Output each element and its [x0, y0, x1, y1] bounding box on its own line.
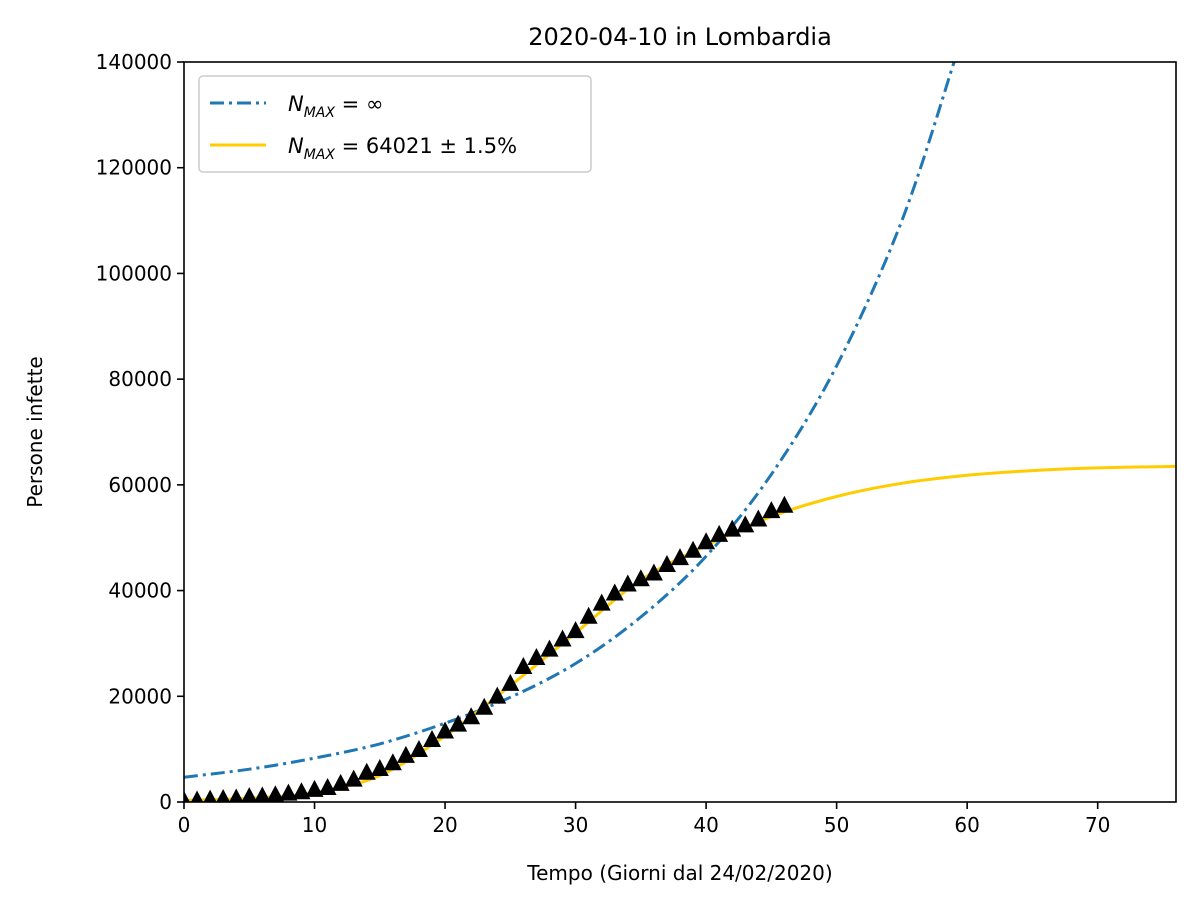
data-point-triangle	[396, 745, 415, 763]
data-point-triangle	[190, 790, 204, 802]
data-point-triangle	[631, 569, 650, 587]
x-tick-label: 50	[824, 813, 849, 837]
x-tick-label: 70	[1085, 813, 1110, 837]
data-point-triangle	[279, 783, 298, 801]
data-point-triangle	[254, 786, 271, 802]
y-tick-label: 0	[159, 790, 172, 814]
data-point-triangle	[184, 790, 190, 802]
data-point-triangle	[749, 509, 768, 527]
data-point-triangle	[710, 524, 729, 542]
x-tick-label: 10	[302, 813, 327, 837]
y-tick-label: 20000	[108, 684, 172, 708]
x-tick-label: 0	[178, 813, 191, 837]
data-point-triangle	[423, 729, 441, 747]
data-point-triangle	[344, 769, 363, 787]
plot-area	[184, 62, 1176, 802]
data-point-triangle	[697, 532, 716, 550]
data-point-triangle	[540, 639, 559, 657]
y-tick-label: 60000	[108, 473, 172, 497]
data-point-triangle	[657, 555, 676, 572]
y-tick-label: 140000	[96, 50, 172, 74]
data-point-triangle	[579, 606, 598, 624]
y-axis-label: Persone infette	[23, 356, 47, 507]
axes-frame	[183, 61, 1177, 803]
data-point-triangle	[305, 779, 324, 797]
data-point-triangle	[775, 495, 794, 513]
data-point-triangle	[449, 714, 468, 732]
data-point-triangle	[383, 753, 402, 771]
data-point-triangle	[241, 787, 258, 802]
axes: 0 10 20 30 40 50 60 70 0 20000 40000 60000 80000 1000…	[96, 50, 1177, 837]
x-tick-label: 60	[954, 813, 979, 837]
data-point-triangle	[684, 540, 703, 558]
legend-box	[198, 75, 592, 173]
data-point-triangle	[618, 574, 637, 592]
plot-inner	[184, 62, 1176, 802]
data-point-triangle	[605, 583, 624, 601]
x-tick-label: 30	[563, 813, 588, 837]
chart-title: 2020-04-10 in Lombardia	[528, 23, 832, 51]
y-tick-label: 120000	[96, 156, 172, 180]
data-point-triangle	[762, 501, 781, 519]
data-point-triangle	[671, 548, 689, 566]
data-point-triangle	[553, 629, 572, 647]
data-point-triangle	[475, 697, 494, 715]
legend-label-1: NMAX = 64021 ± 1.5%	[288, 134, 517, 163]
y-tick-label: 100000	[96, 261, 172, 285]
data-point-triangle	[409, 740, 428, 757]
data-point-triangle	[292, 782, 311, 800]
x-tick-label: 40	[693, 813, 718, 837]
data-point-triangle	[216, 788, 231, 802]
data-point-triangle	[488, 686, 507, 704]
data-point-triangle	[462, 707, 481, 725]
x-tick-label: 20	[432, 813, 457, 837]
data-point-triangle	[566, 621, 585, 639]
data-point-triangle	[501, 673, 520, 691]
data-point-triangle	[736, 515, 755, 533]
data-point-triangle	[370, 759, 389, 777]
data-point-triangle	[514, 657, 533, 675]
data-point-triangle	[592, 593, 611, 611]
legend-label-0: NMAX = ∞	[288, 92, 383, 121]
data-point-triangle	[203, 789, 217, 802]
x-axis-label: Tempo (Giorni dal 24/02/2020)	[526, 861, 832, 885]
series-line-0	[184, 62, 956, 779]
data-point-triangle	[527, 648, 546, 666]
data-point-triangle	[436, 721, 455, 739]
data-point-triangle	[644, 563, 663, 581]
data-point-triangle	[266, 785, 285, 802]
data-point-triangle	[229, 788, 244, 802]
y-tick-label: 40000	[108, 579, 172, 603]
legend: NMAX = ∞ NMAX = 64021 ± 1.5%	[198, 75, 592, 173]
y-tick-label: 80000	[108, 367, 172, 391]
